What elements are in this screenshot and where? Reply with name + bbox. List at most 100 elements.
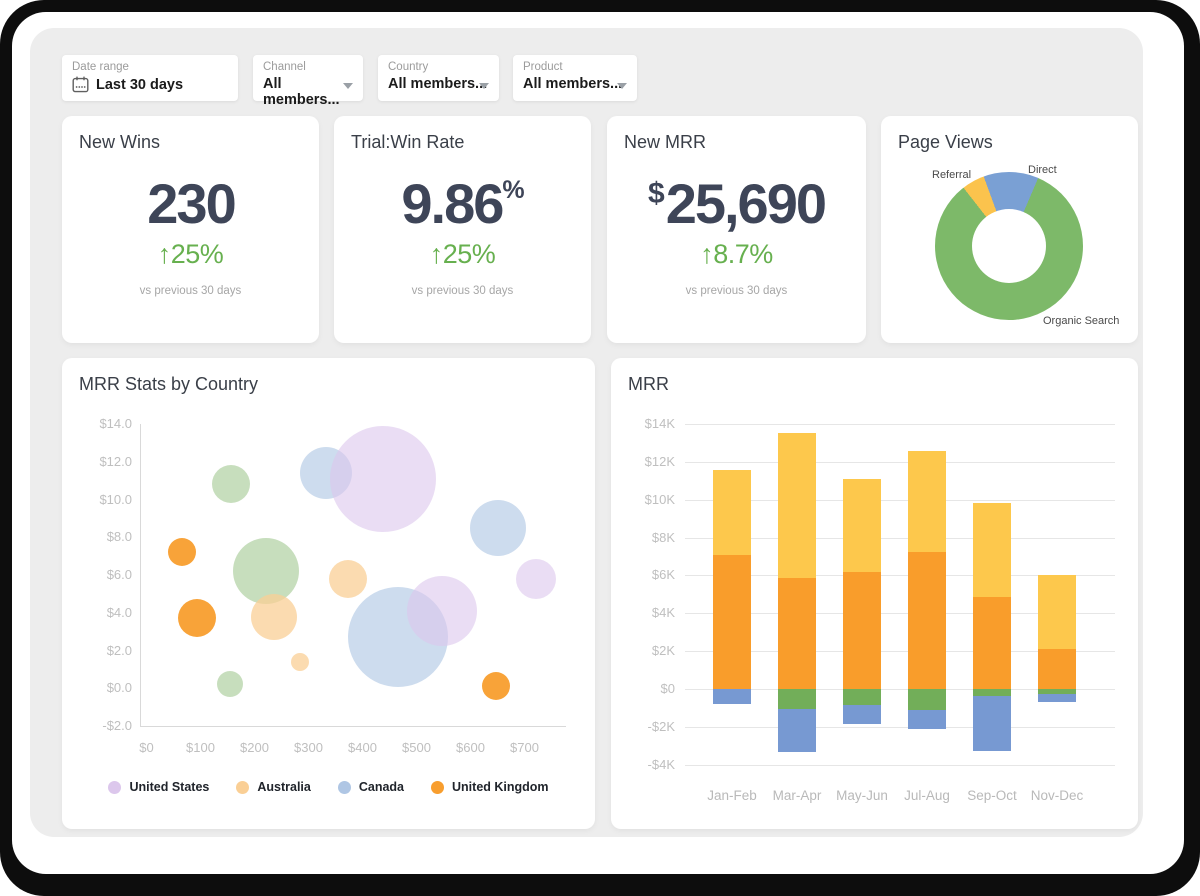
- bubble-united-kingdom: [481, 672, 510, 701]
- filter-label: Date range: [72, 61, 129, 73]
- bar-segment-orange: [1038, 649, 1076, 689]
- y-axis-tick-label: $12.0: [99, 453, 132, 469]
- x-axis-tick-label: $500: [402, 740, 431, 755]
- bar-segment-yellow: [973, 502, 1011, 598]
- legend-item: Australia: [236, 780, 311, 794]
- chart-title: MRR Stats by Country: [79, 374, 259, 394]
- y-axis-tick-label: $10K: [644, 491, 675, 507]
- x-axis-tick-label: $100: [186, 740, 215, 755]
- bubble-united-kingdom: [177, 599, 216, 638]
- country-value: All members...: [388, 76, 488, 92]
- legend-dot: [431, 780, 445, 794]
- y-axis-tick-label: $4.0: [106, 604, 132, 620]
- y-axis-tick-label: $0.0: [106, 680, 132, 696]
- bubble-series: [232, 538, 299, 605]
- product-filter[interactable]: Product All members...: [513, 55, 637, 101]
- country-filter[interactable]: Country All members...: [378, 55, 499, 101]
- kpi-change: ↑25%: [429, 239, 496, 269]
- bar-segment-orange: [973, 597, 1011, 689]
- bar-segment-green: [908, 688, 946, 710]
- category-label: Jul-Aug: [904, 788, 950, 803]
- kpi-caption: vs previous 30 days: [685, 285, 788, 297]
- calendar-icon: [72, 76, 89, 93]
- legend-item: Canada: [337, 780, 405, 794]
- bar-segment-orange: [843, 571, 881, 689]
- category-label: Nov-Dec: [1030, 788, 1084, 803]
- y-axis-tick-label: $2.0: [106, 642, 132, 658]
- bar-segment-green: [778, 688, 816, 709]
- channel-value: All members...: [263, 76, 340, 108]
- x-axis-tick-label: $200: [240, 740, 269, 755]
- category-label: Sep-Oct: [967, 788, 1017, 803]
- kpi-caption: vs previous 30 days: [411, 285, 514, 297]
- grid-line: [685, 726, 1115, 728]
- kpi-card-new-mrr: New MRR $25,690 ↑8.7% vs previous 30 day…: [607, 116, 866, 343]
- bar-segment-blue: [973, 696, 1011, 752]
- bar-segment-yellow: [1038, 575, 1076, 650]
- x-axis-tick-label: $700: [510, 740, 539, 755]
- legend-label: United States: [129, 780, 210, 794]
- bar-segment-yellow: [713, 470, 751, 555]
- grid-line: [685, 424, 1115, 425]
- x-axis-tick-label: $0: [139, 740, 154, 755]
- bar-segment-green: [1038, 688, 1076, 694]
- y-axis-tick-label: -$2K: [647, 718, 675, 734]
- bar-segment-blue: [1038, 693, 1076, 703]
- legend-dot: [337, 780, 351, 794]
- bar-segment-blue: [843, 704, 881, 724]
- y-axis-tick-label: $2K: [651, 643, 675, 659]
- kpi-value: 9.86%: [401, 172, 525, 235]
- bubble-series: [217, 671, 244, 698]
- grid-line: [685, 575, 1115, 577]
- legend-label: United Kingdom: [452, 780, 549, 794]
- y-axis-tick-label: $4K: [651, 605, 675, 621]
- grid-line: [685, 537, 1115, 539]
- y-axis-tick-label: -$4K: [647, 756, 675, 772]
- bar-segment-yellow: [778, 432, 816, 579]
- bar-segment-orange: [713, 554, 751, 689]
- category-label: May-Jun: [836, 788, 888, 803]
- bar-segment-orange: [908, 551, 946, 689]
- donut-hole: [972, 209, 1046, 283]
- kpi-title: Trial:Win Rate: [351, 132, 465, 152]
- donut-label-organic-search: Organic Search: [1043, 315, 1120, 327]
- bar-segment-green: [843, 688, 881, 705]
- bubble-united-states: [330, 425, 437, 532]
- grid-line: [685, 688, 1115, 690]
- bar-segment-blue: [778, 708, 816, 753]
- mrr-bar-chart-card: MRR $14K $12K $10K $8K $6K $4K $2K $0 -$2K -$4K Ja…: [611, 358, 1138, 829]
- kpi-caption: vs previous 30 days: [139, 285, 242, 297]
- product-value: All members...: [523, 76, 623, 92]
- kpi-card-trial-win-rate: Trial:Win Rate 9.86% ↑25% vs previous 30…: [334, 116, 591, 343]
- kpi-title: New Wins: [79, 132, 161, 152]
- donut-label-referral: Referral: [932, 169, 972, 181]
- y-axis-tick-label: $0: [660, 680, 675, 696]
- chevron-down-icon: [479, 76, 489, 94]
- kpi-value: 230: [147, 172, 236, 235]
- y-axis-tick-label: $6.0: [106, 567, 132, 582]
- bubble-canada: [470, 499, 527, 556]
- bar-segment-orange: [778, 578, 816, 689]
- y-axis-tick-label: $12K: [644, 453, 675, 469]
- kpi-value: $25,690: [648, 172, 827, 235]
- bar-segment-blue: [908, 709, 946, 729]
- y-axis-tick-label: $14.0: [99, 416, 132, 431]
- bubble-australia: [290, 652, 309, 671]
- date-range-value: Last 30 days: [96, 76, 184, 93]
- mrr-stats-by-country-card: MRR Stats by Country United States Austra…: [62, 358, 595, 829]
- legend-item: United States: [108, 780, 209, 794]
- bubble-chart-plot: [140, 424, 566, 727]
- filter-label: Country: [388, 61, 429, 73]
- date-range-filter[interactable]: Date range Last 30 days: [62, 55, 238, 101]
- channel-filter[interactable]: Channel All members...: [253, 55, 363, 108]
- kpi-change: ↑8.7%: [700, 239, 773, 269]
- x-axis-tick-label: $300: [294, 740, 323, 755]
- chevron-down-icon: [343, 76, 353, 94]
- legend-label: Canada: [358, 780, 405, 794]
- bubble-series: [212, 465, 251, 504]
- bubble-australia: [329, 559, 368, 598]
- grid-line: [685, 764, 1115, 766]
- bubble-australia: [251, 593, 298, 640]
- bar-segment-yellow: [843, 478, 881, 572]
